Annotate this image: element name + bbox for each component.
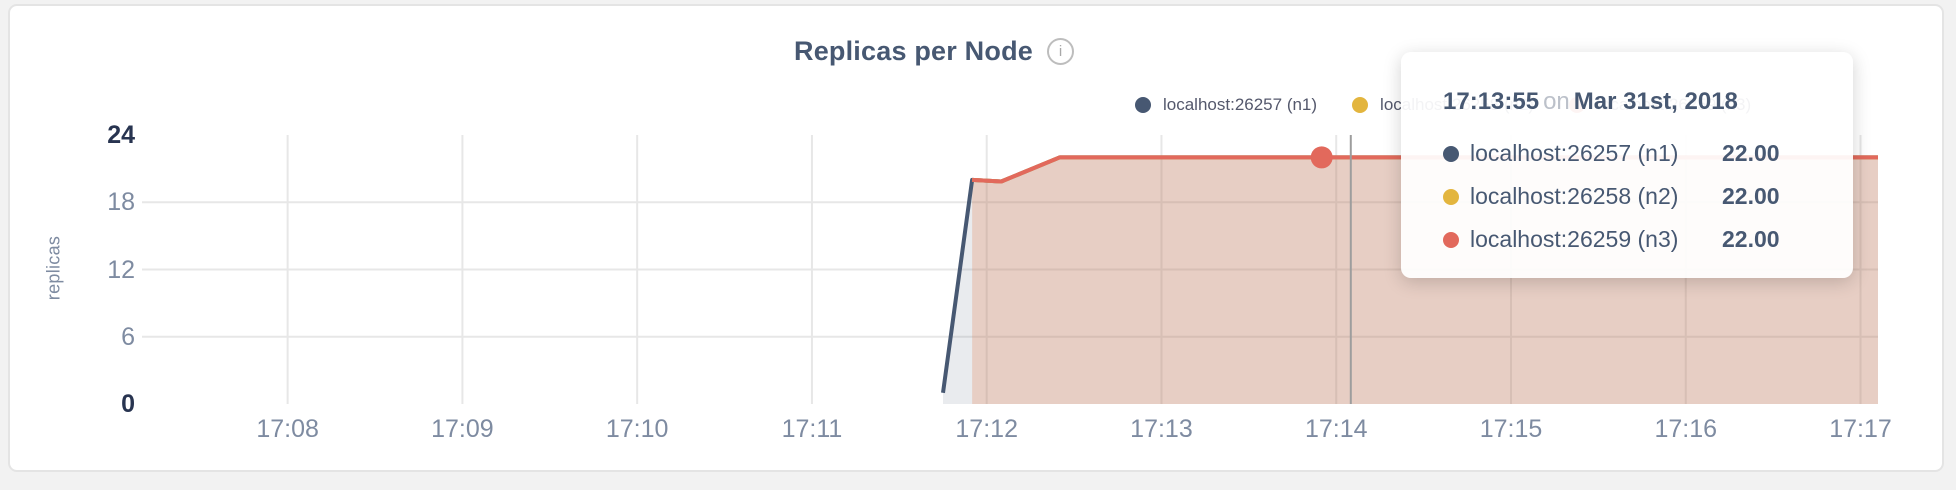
tooltip-series-name: localhost:26259 (n3) — [1470, 226, 1679, 252]
info-icon[interactable]: i — [1046, 38, 1074, 65]
tooltip-series-value: 22.00 — [1722, 183, 1780, 209]
y-tick-label: 0 — [121, 390, 135, 418]
legend-dot-icon — [1135, 97, 1151, 113]
tooltip-row: localhost:26258 (n2) 22.00 — [1443, 175, 1813, 218]
y-tick-label: 24 — [107, 121, 135, 149]
y-tick-label: 6 — [121, 322, 135, 351]
tooltip-on: on — [1543, 88, 1570, 115]
legend-dot-icon — [1352, 97, 1369, 113]
x-tick-label: 17:15 — [1479, 415, 1543, 443]
series-dot-icon — [1443, 231, 1459, 248]
tooltip-row: localhost:26259 (n3) 22.00 — [1443, 218, 1813, 261]
tooltip-date: Mar 31st, 2018 — [1573, 88, 1738, 115]
legend-item-n1[interactable]: localhost:26257 (n1) — [1135, 95, 1317, 115]
legend-item-label: localhost:26257 (n1) — [1163, 95, 1318, 114]
x-tick-label: 17:10 — [605, 415, 669, 443]
x-tick-label: 17:12 — [955, 415, 1018, 443]
tooltip-series-name: localhost:26258 (n2) — [1470, 183, 1679, 209]
tooltip-row: localhost:26257 (n1) 22.00 — [1443, 132, 1813, 175]
tooltip-time: 17:13:55 — [1443, 88, 1540, 115]
y-tick-label: 18 — [107, 188, 135, 217]
tooltip-header: 17:13:55 on Mar 31st, 2018 — [1443, 88, 1813, 116]
hover-point — [1310, 146, 1333, 169]
series-dot-icon — [1443, 188, 1459, 205]
tooltip-series-value: 22.00 — [1722, 226, 1780, 252]
series-dot-icon — [1443, 145, 1459, 162]
x-tick-label: 17:13 — [1130, 415, 1193, 443]
chart-title: Replicas per Node — [794, 36, 1033, 66]
x-tick-label: 17:17 — [1829, 415, 1892, 443]
x-tick-label: 17:11 — [781, 415, 843, 443]
tooltip-rows: localhost:26257 (n1) 22.00 localhost:262… — [1443, 132, 1813, 261]
x-tick-label: 17:08 — [256, 415, 319, 443]
hover-tooltip: 17:13:55 on Mar 31st, 2018 localhost:26257… — [1401, 52, 1853, 278]
tooltip-series-name: localhost:26257 (n1) — [1470, 140, 1679, 166]
y-tick-label: 12 — [107, 255, 135, 284]
tooltip-series-value: 22.00 — [1722, 140, 1780, 166]
x-tick-label: 17:14 — [1304, 415, 1368, 443]
x-tick-label: 17:16 — [1654, 415, 1718, 443]
x-tick-label: 17:09 — [431, 415, 494, 443]
chart-header: Replicas per Node i — [0, 36, 1868, 67]
